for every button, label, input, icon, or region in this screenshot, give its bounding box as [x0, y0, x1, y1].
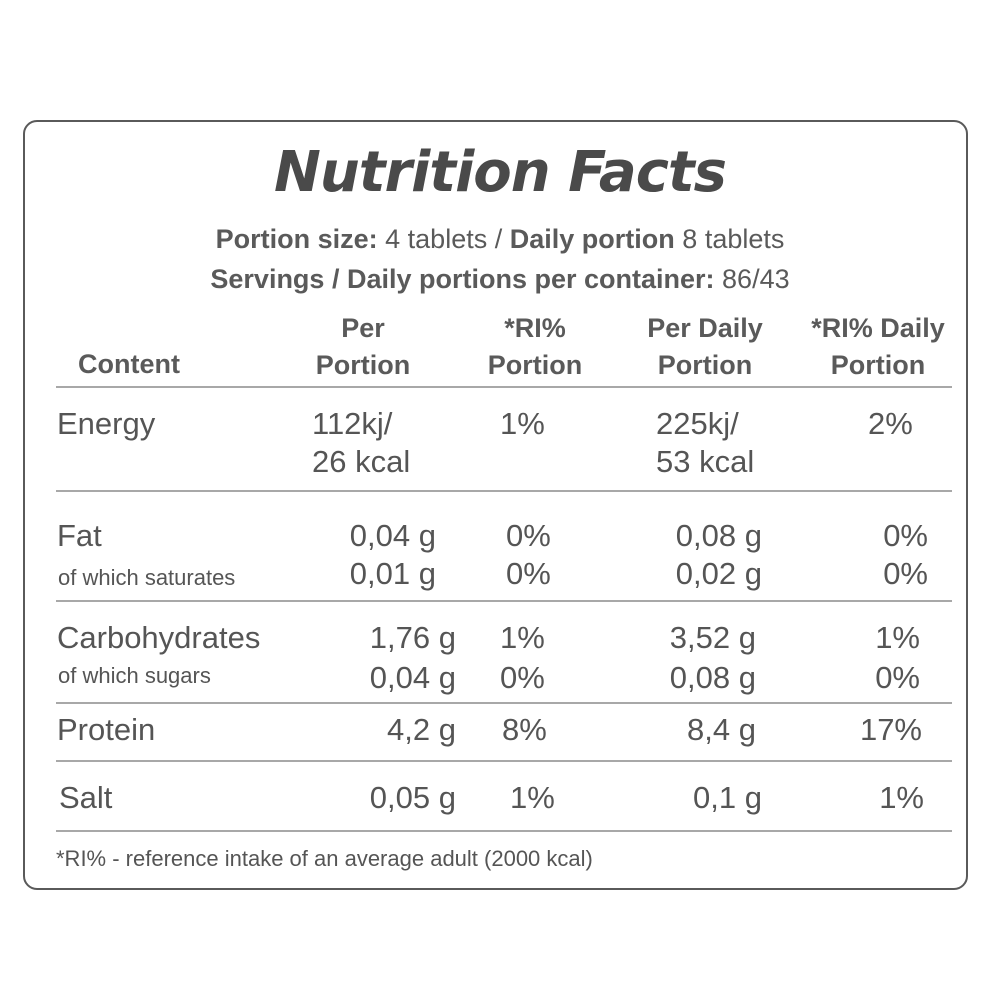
divider — [56, 386, 952, 388]
energy-per-daily-kcal: 53 kcal — [656, 444, 755, 479]
saturates-label: of which saturates — [58, 565, 236, 590]
sugars-ri-portion: 0% — [500, 660, 545, 695]
servings-value: 86/43 — [722, 264, 790, 294]
saturates-ri-daily: 0% — [883, 556, 928, 591]
divider — [56, 760, 952, 762]
protein-ri-daily: 17% — [859, 712, 922, 747]
header-ri-daily-line2: Portion — [830, 350, 926, 380]
carbohydrates-per-portion: 1,76 g — [369, 620, 456, 655]
saturates-per-portion: 0,01 g — [349, 556, 436, 591]
divider — [56, 830, 952, 832]
salt-ri-daily: 1% — [879, 780, 924, 815]
header-ri-portion-line1: *RI% — [504, 313, 566, 343]
header-per-portion-line2: Portion — [315, 350, 411, 380]
nutrition-panel — [23, 120, 968, 890]
header-content: Content — [78, 349, 180, 379]
header-ri-daily-line1: *RI% Daily — [811, 313, 945, 343]
header-per-daily-line1: Per Daily — [647, 313, 763, 343]
protein-per-portion: 4,2 g — [387, 712, 456, 747]
fat-ri-daily: 0% — [883, 518, 928, 553]
header-ri-daily: *RI% Daily Portion — [796, 310, 960, 384]
header-per-daily: Per Daily Portion — [625, 310, 785, 384]
energy-label: Energy — [57, 406, 156, 441]
header-per-portion-line1: Per — [341, 313, 385, 343]
saturates-per-daily: 0,02 g — [675, 556, 762, 591]
daily-portion-label: Daily portion — [509, 224, 675, 254]
divider — [56, 600, 952, 602]
servings-line: Servings / Daily portions per container:… — [0, 264, 1000, 295]
portion-size-line: Portion size: 4 tablets / Daily portion … — [0, 224, 1000, 255]
fat-ri-portion: 0% — [506, 518, 551, 553]
energy-ri-portion: 1% — [500, 406, 545, 441]
energy-ri-daily: 2% — [868, 406, 913, 441]
protein-label: Protein — [57, 712, 156, 747]
energy-per-portion-kcal: 26 kcal — [312, 444, 411, 479]
salt-label: Salt — [59, 780, 113, 815]
salt-per-portion: 0,05 g — [369, 780, 456, 815]
sugars-label: of which sugars — [58, 663, 211, 688]
servings-label: Servings / Daily portions per container: — [210, 264, 715, 294]
sugars-ri-daily: 0% — [875, 660, 920, 695]
salt-ri-portion: 1% — [510, 780, 555, 815]
divider — [56, 490, 952, 492]
protein-per-daily: 8,4 g — [687, 712, 756, 747]
portion-size-value: 4 tablets — [385, 224, 488, 254]
footnote: *RI% - reference intake of an average ad… — [56, 846, 593, 871]
fat-per-daily: 0,08 g — [675, 518, 762, 553]
sugars-per-portion: 0,04 g — [369, 660, 456, 695]
header-ri-portion-line2: Portion — [487, 350, 583, 380]
carbohydrates-ri-portion: 1% — [500, 620, 545, 655]
fat-per-portion: 0,04 g — [349, 518, 436, 553]
portion-size-label: Portion size: — [215, 224, 378, 254]
portion-separator: / — [494, 224, 503, 254]
carbohydrates-per-daily: 3,52 g — [669, 620, 756, 655]
protein-ri-portion: 8% — [502, 712, 547, 747]
fat-label: Fat — [57, 518, 102, 553]
saturates-ri-portion: 0% — [506, 556, 551, 591]
sugars-per-daily: 0,08 g — [669, 660, 756, 695]
salt-per-daily: 0,1 g — [693, 780, 762, 815]
header-ri-portion: *RI% Portion — [470, 310, 600, 384]
energy-per-daily-kj: 225kj/ — [656, 406, 739, 441]
daily-portion-value: 8 tablets — [682, 224, 785, 254]
header-per-daily-line2: Portion — [657, 350, 753, 380]
carbohydrates-ri-daily: 1% — [875, 620, 920, 655]
page-title: Nutrition Facts — [273, 140, 727, 205]
header-per-portion: Per Portion — [298, 310, 428, 384]
divider — [56, 702, 952, 704]
energy-per-portion-kj: 112kj/ — [312, 406, 393, 441]
carbohydrates-label: Carbohydrates — [57, 620, 261, 655]
